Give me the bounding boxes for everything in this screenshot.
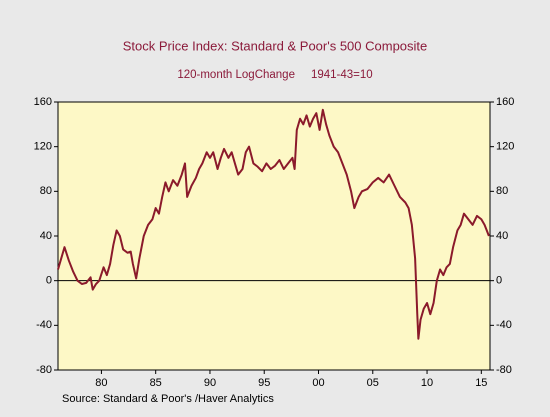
x-tick-label: 90 — [204, 377, 216, 389]
x-tick-label: 05 — [367, 377, 379, 389]
plot-area — [57, 101, 491, 371]
y-tick-label: -80 — [36, 364, 52, 376]
y2-tick-label: 120 — [496, 141, 514, 153]
y-tick-label: 0 — [46, 275, 52, 287]
x-tick-label: 00 — [312, 377, 324, 389]
y-tick-label: 40 — [40, 230, 52, 242]
y-tick-label: 120 — [34, 141, 52, 153]
chart-title: Stock Price Index: Standard & Poor's 500… — [123, 38, 428, 53]
y2-tick-label: 40 — [496, 230, 508, 242]
x-tick-label: 15 — [475, 377, 487, 389]
chart-subtitle: 120-month LogChange 1941-43=10 — [177, 69, 372, 81]
data-line — [57, 108, 490, 340]
y2-tick-label: 160 — [496, 96, 514, 108]
x-tick-label: 85 — [150, 377, 162, 389]
source-note: Source: Standard & Poor's /Haver Analyti… — [62, 393, 274, 405]
y-tick-label: -40 — [36, 319, 52, 331]
y2-tick-label: -80 — [496, 364, 512, 376]
x-tick-label: 10 — [421, 377, 433, 389]
y2-tick-label: 80 — [496, 185, 508, 197]
y2-tick-label: -40 — [496, 319, 512, 331]
y-tick-label: 160 — [34, 96, 52, 108]
x-tick-label: 80 — [95, 377, 107, 389]
y-tick-label: 80 — [40, 185, 52, 197]
x-tick-label: 95 — [258, 377, 270, 389]
y2-tick-label: 0 — [496, 275, 502, 287]
